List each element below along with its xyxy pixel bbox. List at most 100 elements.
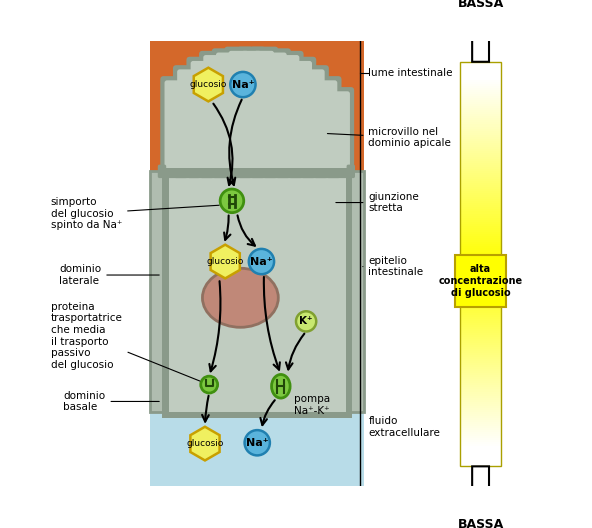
Bar: [461, 96, 501, 98]
Bar: [461, 247, 501, 250]
Bar: [461, 61, 501, 64]
Bar: [461, 296, 501, 298]
Bar: [461, 389, 501, 391]
Bar: [461, 71, 501, 74]
Bar: [461, 168, 501, 171]
Bar: [461, 344, 501, 347]
Bar: [461, 342, 501, 345]
Bar: [461, 372, 501, 375]
Bar: [150, 41, 364, 172]
Bar: [461, 437, 501, 440]
Bar: [461, 274, 501, 276]
Bar: [461, 154, 501, 157]
Bar: [162, 172, 169, 411]
Bar: [461, 178, 501, 181]
Bar: [461, 350, 501, 353]
Bar: [461, 320, 501, 323]
FancyBboxPatch shape: [216, 52, 236, 174]
Bar: [461, 399, 501, 402]
Bar: [461, 176, 501, 179]
Bar: [461, 449, 501, 452]
FancyBboxPatch shape: [300, 65, 329, 178]
Bar: [461, 356, 501, 359]
Bar: [461, 73, 501, 76]
Bar: [461, 158, 501, 161]
Bar: [455, 255, 506, 307]
Bar: [461, 352, 501, 355]
Bar: [461, 146, 501, 149]
FancyBboxPatch shape: [212, 48, 240, 178]
Bar: [461, 409, 501, 412]
Bar: [461, 336, 501, 339]
Bar: [461, 243, 501, 246]
FancyBboxPatch shape: [160, 76, 189, 178]
Bar: [461, 330, 501, 333]
Bar: [461, 324, 501, 327]
Bar: [461, 62, 501, 466]
Bar: [461, 114, 501, 116]
Bar: [461, 291, 501, 295]
Bar: [461, 328, 501, 331]
Bar: [461, 103, 501, 106]
Bar: [461, 413, 501, 416]
Bar: [461, 184, 501, 187]
Bar: [461, 186, 501, 189]
Bar: [461, 366, 501, 369]
FancyBboxPatch shape: [326, 87, 354, 178]
FancyBboxPatch shape: [275, 51, 304, 178]
Bar: [461, 204, 501, 208]
Bar: [461, 255, 501, 258]
Text: Na⁺: Na⁺: [246, 438, 269, 448]
Bar: [461, 383, 501, 385]
Bar: [461, 237, 501, 240]
Bar: [461, 459, 501, 463]
Bar: [461, 441, 501, 444]
Bar: [461, 397, 501, 400]
Bar: [461, 216, 501, 220]
FancyBboxPatch shape: [229, 51, 249, 174]
FancyBboxPatch shape: [191, 61, 211, 174]
Bar: [461, 253, 501, 256]
Bar: [461, 87, 501, 90]
Bar: [461, 118, 501, 120]
Bar: [461, 106, 501, 108]
Bar: [461, 267, 501, 270]
Bar: [461, 322, 501, 325]
FancyBboxPatch shape: [266, 52, 287, 174]
Bar: [461, 431, 501, 434]
Bar: [461, 150, 501, 153]
Circle shape: [230, 72, 256, 97]
FancyBboxPatch shape: [292, 61, 312, 174]
Bar: [346, 172, 364, 411]
Bar: [461, 271, 501, 274]
Bar: [461, 89, 501, 92]
Bar: [461, 126, 501, 128]
FancyBboxPatch shape: [330, 91, 350, 174]
Bar: [169, 172, 346, 411]
Bar: [461, 162, 501, 165]
Ellipse shape: [272, 374, 290, 398]
Text: dominio
laterale: dominio laterale: [59, 264, 159, 286]
Text: proteina
trasportatrice
che media
il trasporto
passivo
del glucosio: proteina trasportatrice che media il tra…: [51, 301, 200, 381]
Bar: [461, 231, 501, 234]
Bar: [461, 180, 501, 183]
Bar: [461, 120, 501, 122]
Bar: [461, 294, 501, 296]
Bar: [461, 312, 501, 315]
FancyBboxPatch shape: [288, 56, 316, 178]
Circle shape: [220, 189, 244, 213]
Bar: [461, 288, 501, 290]
FancyBboxPatch shape: [346, 165, 355, 178]
Polygon shape: [211, 244, 240, 278]
Bar: [461, 182, 501, 185]
Bar: [461, 241, 501, 244]
Bar: [461, 457, 501, 460]
Bar: [461, 429, 501, 432]
Bar: [461, 427, 501, 430]
Bar: [461, 196, 501, 200]
Bar: [461, 223, 501, 225]
Bar: [461, 391, 501, 393]
FancyBboxPatch shape: [173, 65, 202, 178]
Bar: [461, 405, 501, 408]
Bar: [461, 393, 501, 395]
